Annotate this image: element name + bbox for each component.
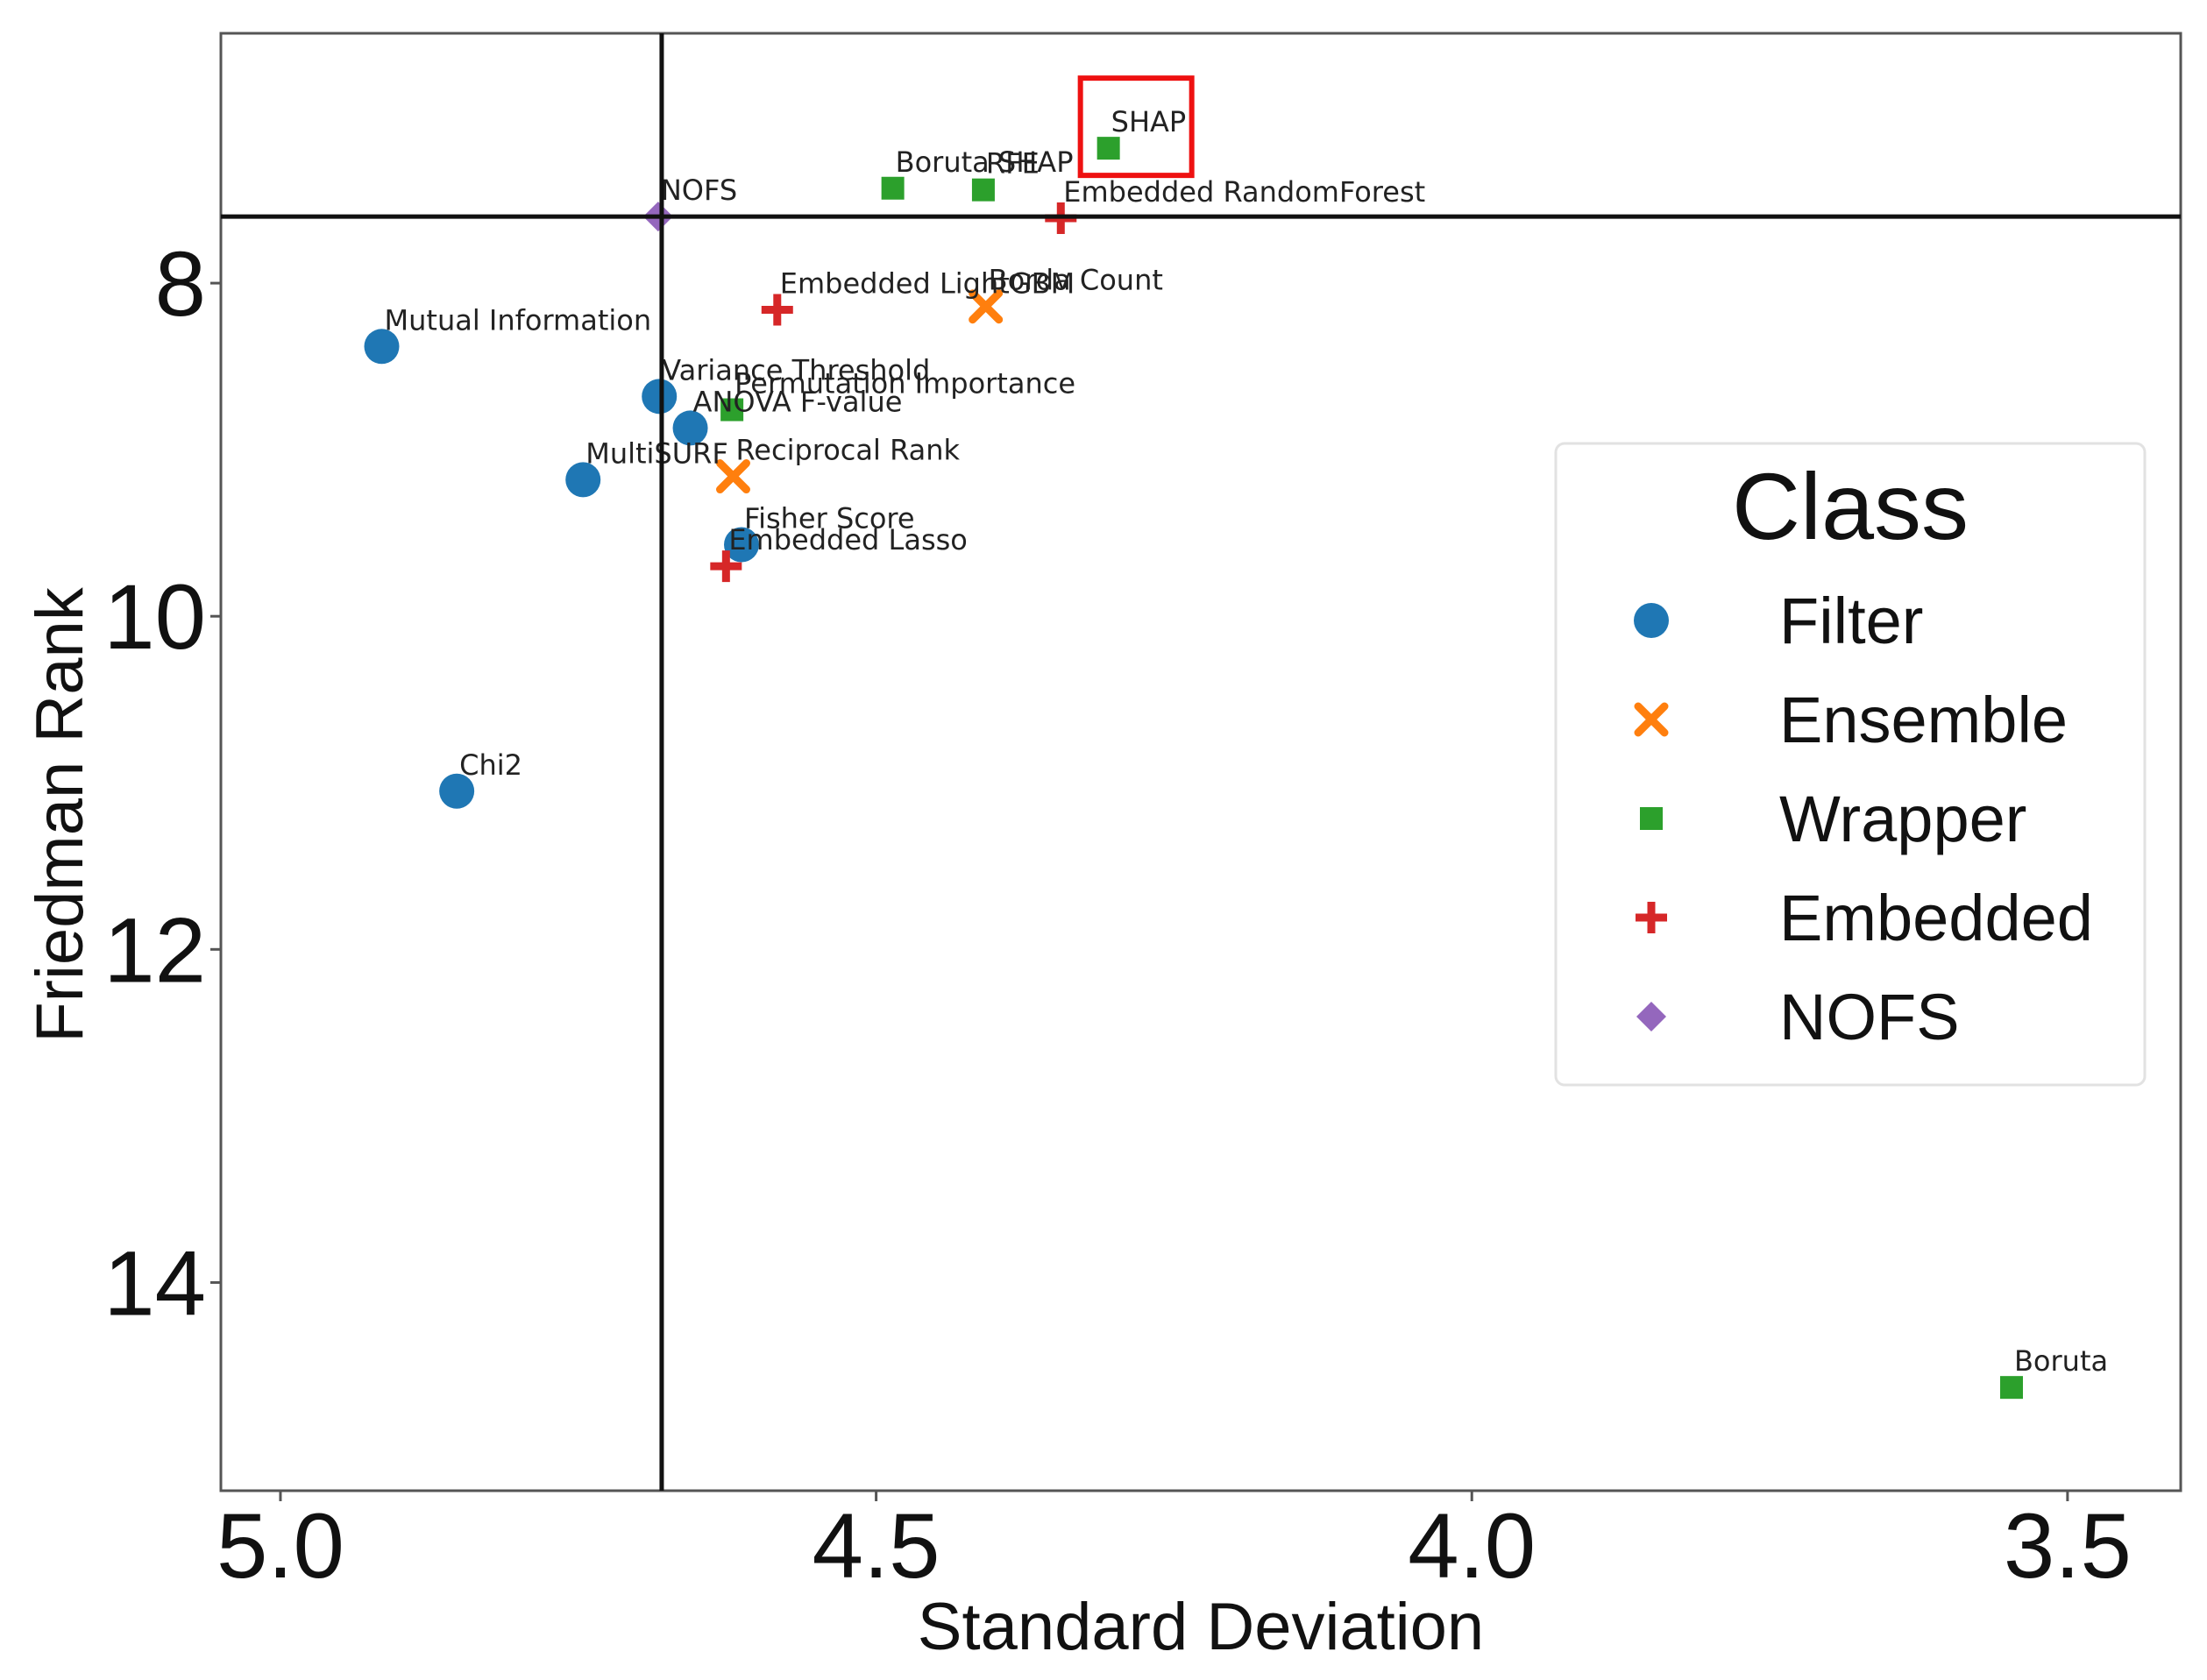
legend-label-ensemble: Ensemble — [1779, 684, 2068, 756]
points-layer — [364, 137, 2023, 1400]
point-embedded-lasso — [710, 550, 742, 583]
point-label-mutual-information: Mutual Information — [385, 303, 652, 337]
point-label-rfe: RFE — [986, 147, 1040, 181]
y-tick-label: 12 — [103, 899, 206, 1002]
legend-title: Class — [1732, 453, 1969, 559]
point-embedded-lightgbm — [761, 294, 793, 326]
point-label-permutation-importance: Permutation Importance — [734, 367, 1075, 401]
x-tick-label: 5.0 — [216, 1495, 344, 1598]
point-fisher-score — [724, 527, 760, 563]
point-label-anova-f-value: ANOVA F-value — [693, 385, 903, 418]
point-label-embedded-randomforest: Embedded RandomForest — [1063, 175, 1425, 209]
legend-marker-embedded — [1636, 902, 1667, 933]
legend-entries: Filter Ensemble Wrapper Embedded NOFS — [1634, 585, 2093, 1053]
point-label-fisher-score: Fisher Score — [744, 501, 915, 535]
point-multisurf — [565, 462, 601, 498]
x-tick-label: 3.5 — [2004, 1495, 2132, 1598]
point-label-nofs: NOFS — [661, 174, 737, 207]
legend-marker-filter — [1634, 603, 1669, 638]
legend-label-nofs: NOFS — [1779, 981, 1960, 1053]
point-reciprocal-rank — [715, 459, 750, 494]
y-axis-label: Friedman Rank — [23, 586, 97, 1043]
point-label-variance-threshold: Variance Threshold — [662, 353, 930, 386]
x-tick-label: 4.0 — [1408, 1495, 1536, 1598]
x-axis-label: Standard Deviation — [918, 1590, 1484, 1664]
legend-marker-nofs — [1636, 1002, 1666, 1031]
legend-label-filter: Filter — [1779, 585, 1923, 657]
y-tick-label: 8 — [155, 233, 206, 336]
legend: Class Filter Ensemble Wrapper Embedded NOFS — [1554, 442, 2147, 1087]
point-boruta — [1999, 1376, 2023, 1400]
point-labels-layer: Mutual Information Chi2 MultiSURF Variance … — [385, 105, 2109, 1378]
plot-area — [219, 32, 2182, 1492]
legend-marker-wrapper — [1640, 807, 1663, 830]
x-ticks: 5.0 4.5 4.0 3.5 — [216, 1491, 2132, 1598]
x-tick-label: 4.5 — [813, 1495, 940, 1598]
point-label-shap: SHAP — [1111, 105, 1187, 138]
point-permutation-importance — [720, 398, 744, 422]
point-anova-f-value — [672, 410, 708, 446]
point-borda-count — [969, 289, 1004, 324]
point-label-reciprocal-rank: Reciprocal Rank — [735, 434, 960, 467]
point-mutual-information — [364, 329, 400, 365]
point-chi2 — [439, 773, 475, 809]
point-label-boruta-shap: Boruta SHAP — [896, 145, 1074, 179]
point-label-multisurf: MultiSURF — [585, 436, 728, 470]
legend-label-wrapper: Wrapper — [1779, 783, 2026, 855]
y-ticks: 8 10 12 14 — [103, 233, 221, 1335]
point-label-embedded-lightgbm: Embedded LightGBM — [780, 266, 1075, 300]
point-shap — [1096, 137, 1120, 160]
point-label-embedded-lasso: Embedded Lasso — [728, 523, 968, 556]
point-boruta-shap — [881, 176, 905, 200]
point-label-boruta: Boruta — [2014, 1344, 2108, 1378]
point-variance-threshold — [642, 379, 678, 415]
point-label-chi2: Chi2 — [459, 748, 522, 782]
y-tick-label: 10 — [103, 566, 206, 669]
point-rfe — [971, 178, 995, 202]
legend-marker-ensemble — [1634, 702, 1669, 737]
highlight-box — [1077, 75, 1195, 179]
y-tick-label: 14 — [103, 1232, 206, 1335]
legend-label-embedded: Embedded — [1779, 882, 2093, 954]
legend-box — [1554, 442, 2147, 1087]
point-label-borda-count: Borda Count — [989, 264, 1163, 297]
